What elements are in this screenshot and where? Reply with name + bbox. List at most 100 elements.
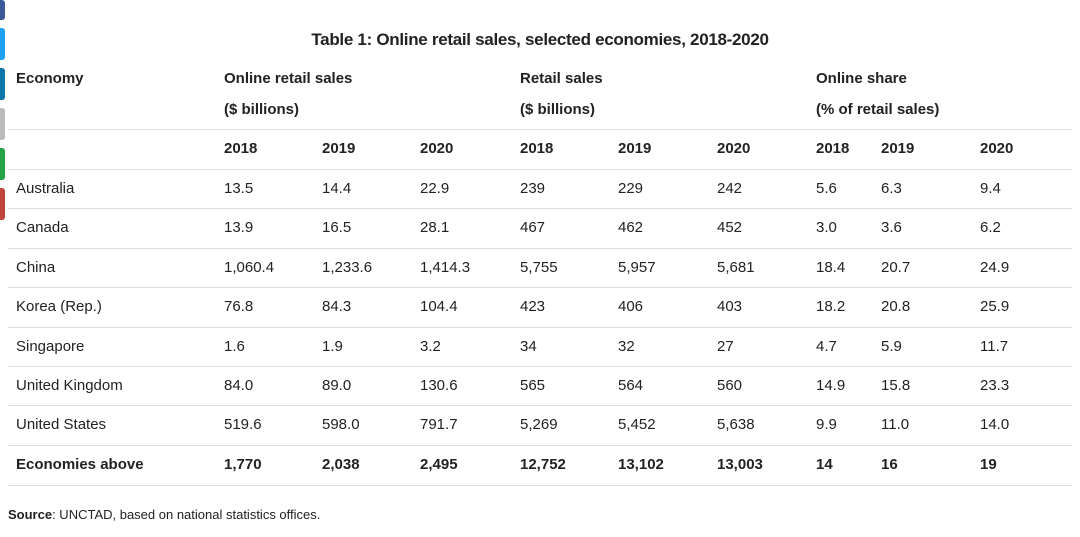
- table-cell: 76.8: [224, 298, 254, 316]
- table-cell: 1,233.6: [322, 258, 373, 276]
- group-header: Retail sales: [520, 70, 603, 87]
- table-cell: 84.3: [322, 298, 352, 316]
- year-header: 2018: [520, 140, 554, 157]
- table-cell: 403: [717, 298, 743, 316]
- table-cell: 560: [717, 377, 743, 394]
- table-cell: 22.9: [420, 180, 450, 197]
- table-cell: 3.6: [881, 219, 902, 237]
- table-cell: 18.2: [816, 298, 846, 316]
- table-cell: 3.0: [816, 219, 837, 237]
- table-title: Table 1: Online retail sales, selected e…: [311, 30, 769, 49]
- table-cell: 11.7: [980, 337, 1009, 355]
- table-cell: 1,414.3: [420, 258, 471, 276]
- group-unit: ($ billions): [520, 101, 595, 118]
- row-divider: [8, 405, 1072, 407]
- economy-name: China: [16, 258, 56, 276]
- table-cell: 16: [881, 455, 898, 473]
- table-cell: 5,755: [520, 258, 558, 276]
- table-cell: 791.7: [420, 416, 458, 434]
- table-cell: 13.9: [224, 219, 254, 237]
- table-cell: 242: [717, 180, 743, 197]
- row-divider: [8, 247, 1072, 249]
- share-tab[interactable]: [0, 68, 5, 100]
- table-cell: 564: [618, 377, 644, 394]
- table-cell: 1,060.4: [224, 258, 275, 276]
- table-cell: 84.0: [224, 377, 254, 394]
- year-header: 2020: [717, 140, 751, 157]
- table-cell: 1.6: [224, 337, 245, 355]
- table-cell: 467: [520, 219, 546, 237]
- row-divider: [8, 208, 1072, 210]
- table-cell: 9.4: [980, 180, 1001, 197]
- share-tab[interactable]: [0, 28, 5, 60]
- table-cell: 14.4: [322, 180, 352, 197]
- row-divider: [8, 444, 1072, 446]
- table-cell: 4.7: [816, 337, 837, 355]
- table-cell: 5,269: [520, 416, 558, 434]
- row-divider: [8, 287, 1072, 289]
- table-cell: 5,681: [717, 258, 755, 276]
- table-cell: 462: [618, 219, 644, 237]
- table-cell: 2,495: [420, 455, 458, 473]
- table-cell: 5,957: [618, 258, 656, 276]
- table-cell: 423: [520, 298, 546, 316]
- table-cell: 406: [618, 298, 644, 316]
- table-cell: 452: [717, 219, 743, 237]
- table-cell: 14: [816, 455, 833, 473]
- table-cell: 9.9: [816, 416, 837, 434]
- table-cell: 13,003: [717, 455, 763, 473]
- table-cell: 14.9: [816, 377, 846, 394]
- row-divider: [8, 169, 1072, 170]
- table-cell: 6.3: [881, 180, 902, 197]
- table-cell: 28.1: [420, 219, 450, 237]
- source-note: Source: UNCTAD, based on national statis…: [8, 507, 320, 522]
- table-cell: 5,638: [717, 416, 755, 434]
- table-cell: 25.9: [980, 298, 1010, 316]
- source-label: Source: [8, 507, 53, 522]
- economy-name: Economies above: [16, 455, 144, 473]
- year-header: 2018: [224, 140, 258, 157]
- table-cell: 11.0: [881, 416, 910, 434]
- year-header: 2020: [420, 140, 454, 157]
- share-tab[interactable]: [0, 148, 5, 180]
- economy-name: Canada: [16, 219, 69, 237]
- table-cell: 12,752: [520, 455, 566, 473]
- table-cell: 1,770: [224, 455, 262, 473]
- table-cell: 519.6: [224, 416, 262, 434]
- table-cell: 1.9: [322, 337, 343, 355]
- table-cell: 32: [618, 337, 635, 355]
- economy-name: Korea (Rep.): [16, 298, 102, 316]
- table-cell: 19: [980, 455, 997, 473]
- table-cell: 89.0: [322, 377, 352, 394]
- row-divider: [8, 326, 1072, 328]
- table-cell: 2,038: [322, 455, 360, 473]
- table-cell: 24.9: [980, 258, 1010, 276]
- table-cell: 565: [520, 377, 546, 394]
- group-header: Online retail sales: [224, 70, 353, 87]
- year-header: 2018: [816, 140, 850, 157]
- table-cell: 18.4: [816, 258, 846, 276]
- table-cell: 6.2: [980, 219, 1001, 237]
- table-cell: 16.5: [322, 219, 352, 237]
- table-cell: 5.6: [816, 180, 837, 197]
- table-cell: 13.5: [224, 180, 254, 197]
- share-tab[interactable]: [0, 0, 5, 20]
- row-divider: [8, 129, 1072, 130]
- share-tab[interactable]: [0, 188, 5, 220]
- year-header: 2019: [322, 140, 356, 157]
- economy-name: Australia: [16, 180, 75, 197]
- table-cell: 15.8: [881, 377, 911, 394]
- year-header: 2019: [881, 140, 915, 157]
- economy-name: Singapore: [16, 337, 85, 355]
- table-cell: 229: [618, 180, 644, 197]
- table-cell: 23.3: [980, 377, 1010, 394]
- row-divider: [8, 366, 1072, 367]
- economy-name: United Kingdom: [16, 377, 123, 394]
- header-cell: Economy: [16, 70, 84, 87]
- table-cell: 3.2: [420, 337, 441, 355]
- share-tab[interactable]: [0, 108, 5, 140]
- table-cell: 27: [717, 337, 734, 355]
- row-divider: [8, 484, 1072, 486]
- table-cell: 130.6: [420, 377, 458, 394]
